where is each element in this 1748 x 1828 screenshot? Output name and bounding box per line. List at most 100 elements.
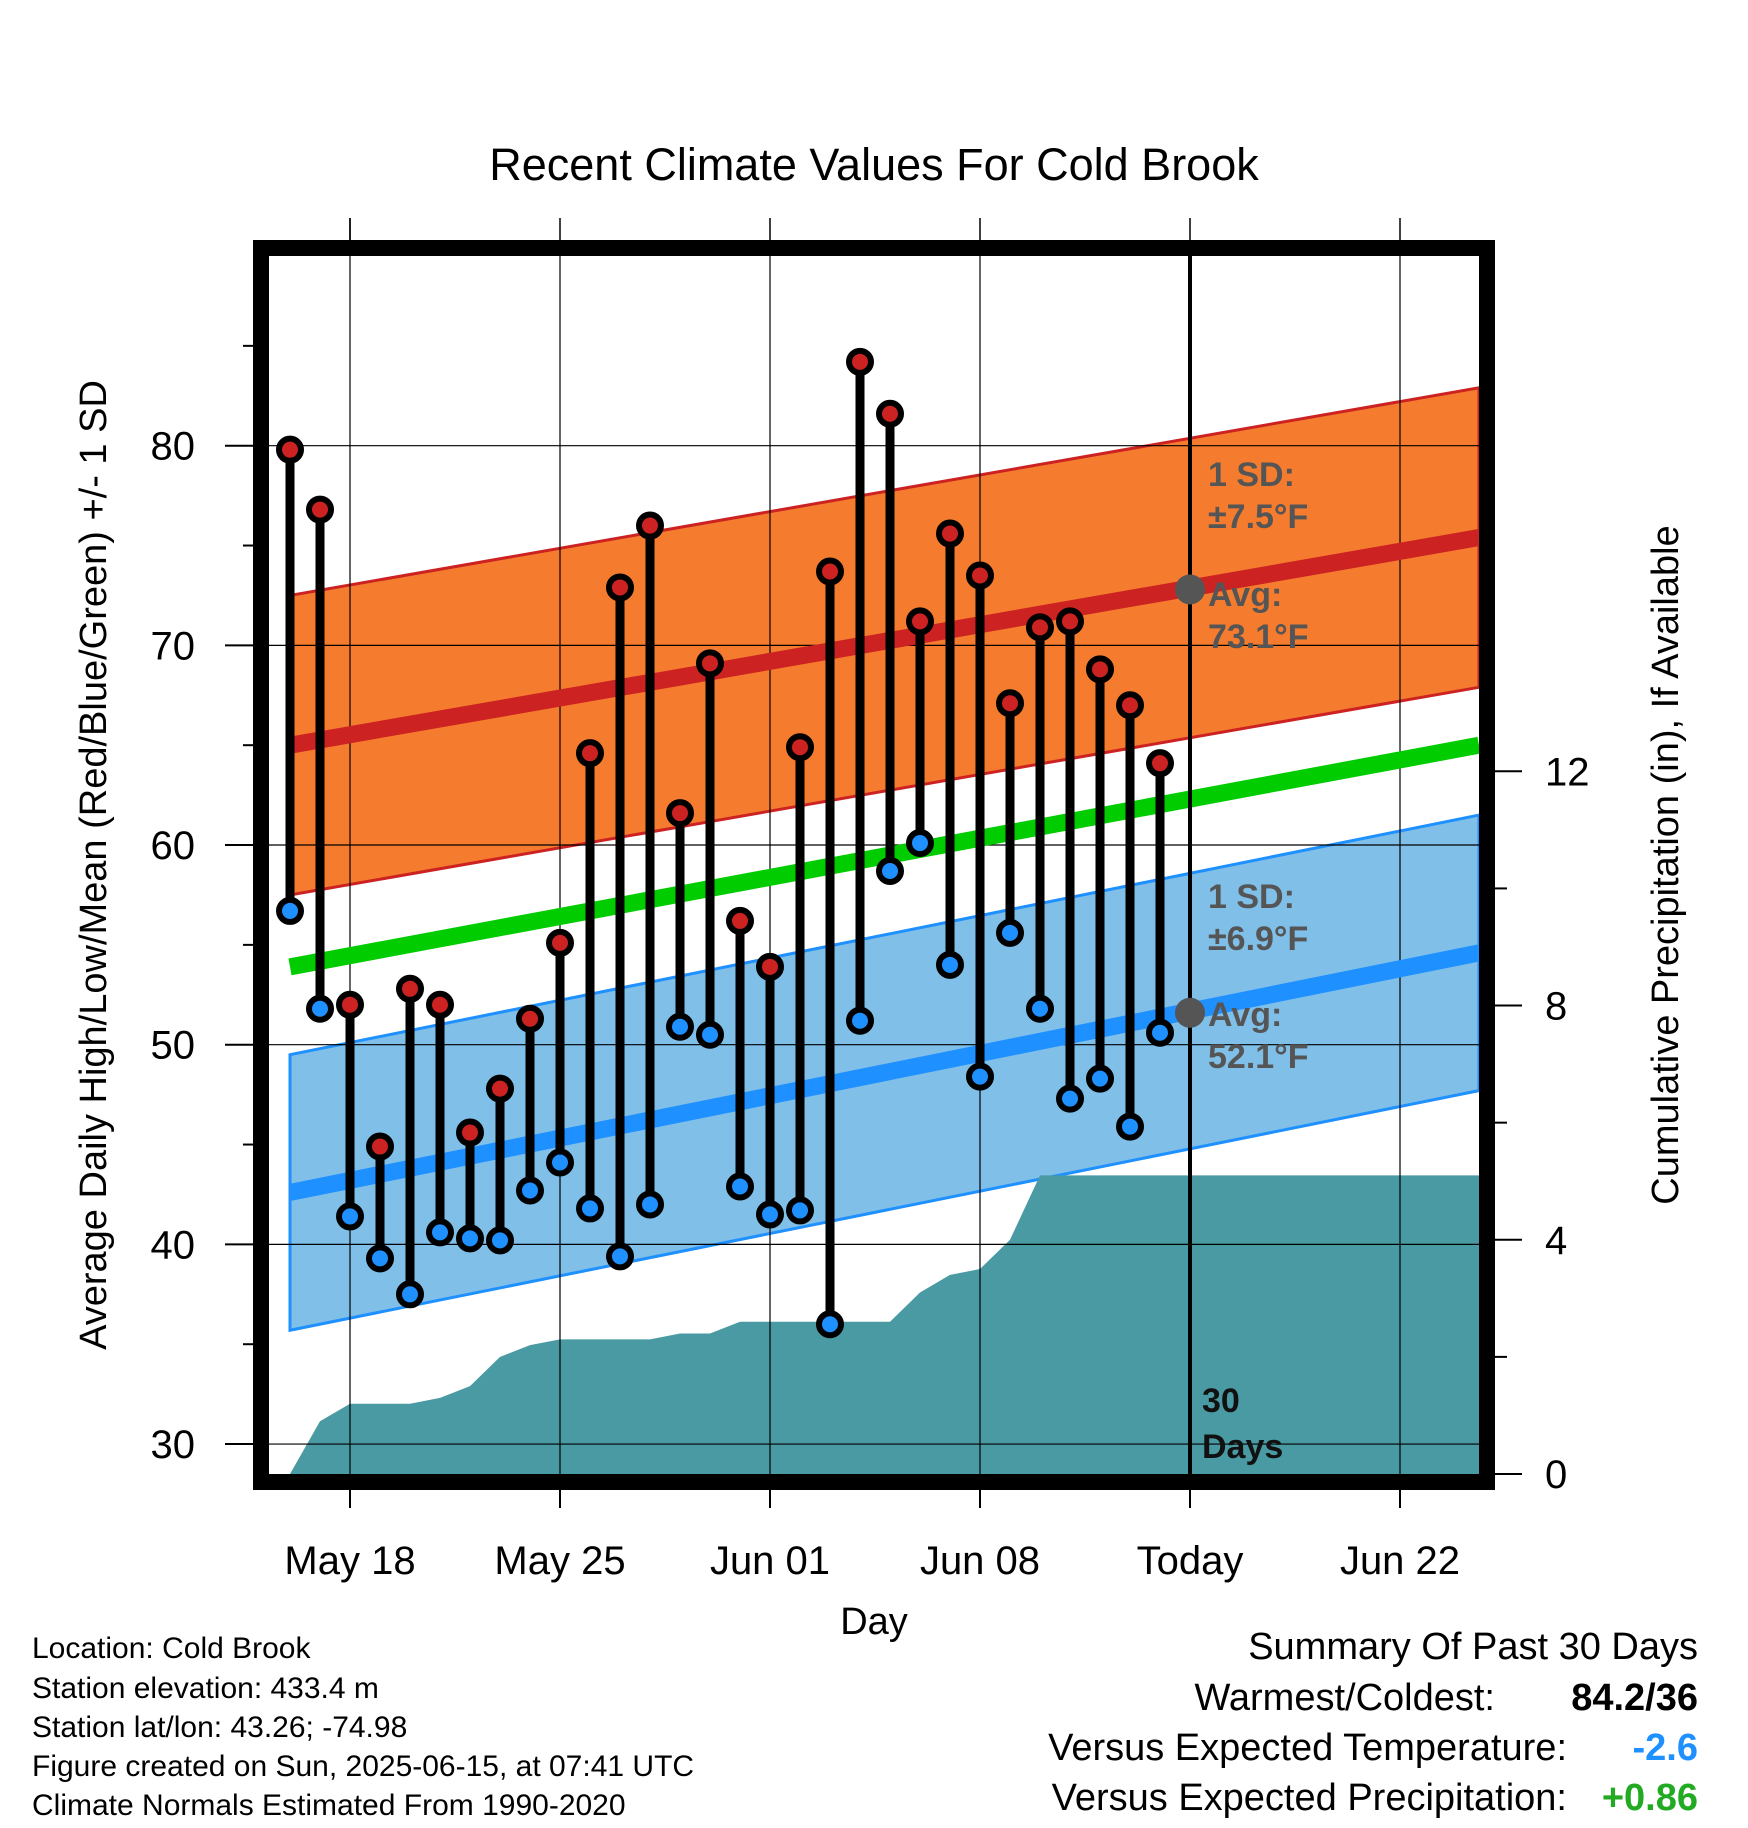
info-elevation: Station elevation: 433.4 m (32, 1672, 379, 1705)
x-axis-title: Day (840, 1601, 908, 1643)
daily-low-point (966, 1062, 994, 1091)
daily-high-point (1056, 607, 1084, 636)
today-line (1175, 256, 1205, 1474)
y-tick-label: 70 (151, 624, 196, 668)
daily-low-point (696, 1020, 724, 1049)
plot-frame (253, 240, 1495, 1490)
low-sd-label: 1 SD: (1208, 878, 1295, 916)
daily-low-point (426, 1218, 454, 1247)
summary-temp-label: Versus Expected Temperature: (1048, 1727, 1567, 1769)
x-tick-label: Jun 01 (710, 1539, 830, 1583)
daily-high-point (936, 519, 964, 548)
daily-low-point (846, 1006, 874, 1035)
daily-high-point (696, 649, 724, 678)
daily-low-point (516, 1176, 544, 1205)
station-info: Location: Cold Brook Station elevation: … (32, 1632, 694, 1822)
daily-low-point (1056, 1084, 1084, 1113)
daily-high-point (606, 573, 634, 602)
info-latlon: Station lat/lon: 43.26; -74.98 (32, 1711, 407, 1744)
daily-low-point (456, 1224, 484, 1253)
daily-low-point (336, 1202, 364, 1231)
daily-low-point (1086, 1064, 1114, 1093)
days-count-word: Days (1202, 1428, 1283, 1466)
high-avg-value: 73.1°F (1208, 618, 1309, 656)
daily-high-point (966, 561, 994, 590)
daily-high-point (1116, 691, 1144, 720)
normal-lines (288, 529, 1481, 1201)
high-normal-line (288, 529, 1481, 754)
y-tick-label: 80 (151, 425, 196, 469)
y-axis-title: Average Daily High/Low/Mean (Red/Blue/Gr… (73, 380, 115, 1350)
daily-high-point (276, 435, 304, 464)
summary-panel: Summary Of Past 30 Days Warmest/Coldest:… (1048, 1626, 1698, 1819)
y-axis-right: 0 4 8 12 (1495, 750, 1590, 1497)
daily-high-point (726, 906, 754, 935)
y-tick-label: 30 (151, 1423, 196, 1467)
y2-tick-label: 12 (1545, 750, 1590, 794)
daily-high-point (456, 1118, 484, 1147)
daily-high-point (516, 1004, 544, 1033)
summary-warm-cold-label: Warmest/Coldest: (1194, 1677, 1495, 1719)
cumulative-precip-area (290, 1175, 1479, 1474)
high-sd-label: 1 SD: (1208, 456, 1295, 494)
plot-annotations: 1 SD: ±7.5°F Avg: 73.1°F 1 SD: ±6.9°F Av… (1202, 456, 1309, 1466)
precip-area (290, 1175, 1479, 1474)
x-tick-label: Jun 22 (1340, 1539, 1460, 1583)
summary-warm-cold-value: 84.2/36 (1571, 1677, 1698, 1719)
daily-low-point (576, 1194, 604, 1223)
daily-high-point (1026, 613, 1054, 642)
high-sd-value: ±7.5°F (1208, 498, 1308, 536)
mean-normal-line (288, 736, 1481, 976)
info-location: Location: Cold Brook (32, 1632, 311, 1665)
daily-high-point (846, 347, 874, 376)
daily-high-point (816, 557, 844, 586)
daily-high-point (996, 689, 1024, 718)
daily-low-point (1026, 994, 1054, 1023)
low-sd-value: ±6.9°F (1208, 920, 1308, 958)
daily-high-point (546, 928, 574, 957)
daily-high-point (396, 974, 424, 1003)
daily-low-point (636, 1190, 664, 1219)
daily-low-point (306, 994, 334, 1023)
low-normal-line (288, 944, 1481, 1201)
x-tick-label: May 18 (284, 1539, 415, 1583)
daily-high-point (426, 990, 454, 1019)
daily-low-point (726, 1172, 754, 1201)
daily-low-point (996, 918, 1024, 947)
y-tick-label: 40 (151, 1223, 196, 1267)
daily-high-point (906, 607, 934, 636)
x-tick-label: Jun 08 (920, 1539, 1040, 1583)
daily-low-point (366, 1244, 394, 1273)
daily-high-point (636, 511, 664, 540)
daily-low-point (816, 1310, 844, 1339)
y2-tick-label: 0 (1545, 1453, 1567, 1497)
daily-high-point (786, 733, 814, 762)
info-created: Figure created on Sun, 2025-06-15, at 07… (32, 1750, 694, 1783)
summary-heading: Summary Of Past 30 Days (1248, 1626, 1698, 1668)
y-tick-label: 60 (151, 824, 196, 868)
chart-title: Recent Climate Values For Cold Brook (489, 139, 1259, 190)
daily-high-point (1146, 749, 1174, 778)
daily-low-point (276, 896, 304, 925)
daily-low-point (906, 829, 934, 858)
daily-high-point (756, 952, 784, 981)
summary-temp-value: -2.6 (1633, 1727, 1698, 1769)
info-normals: Climate Normals Estimated From 1990-2020 (32, 1789, 626, 1822)
daily-high-point (1086, 655, 1114, 684)
daily-high-point (336, 990, 364, 1019)
daily-low-point (546, 1148, 574, 1177)
daily-low-point (936, 950, 964, 979)
y2-axis-title: Cumulative Precipitation (in), If Availa… (1645, 525, 1687, 1204)
summary-precip-label: Versus Expected Precipitation: (1052, 1777, 1567, 1819)
y-axis-left: 30 40 50 60 70 80 (151, 344, 253, 1467)
daily-low-point (876, 856, 904, 885)
y2-tick-label: 4 (1545, 1219, 1567, 1263)
daily-high-low-bars (276, 347, 1174, 1339)
daily-low-point (606, 1242, 634, 1271)
today-high-avg-marker (1175, 574, 1205, 605)
low-avg-label: Avg: (1208, 996, 1282, 1034)
daily-high-point (486, 1074, 514, 1103)
daily-low-point (756, 1200, 784, 1229)
summary-precip-value: +0.86 (1602, 1777, 1698, 1819)
